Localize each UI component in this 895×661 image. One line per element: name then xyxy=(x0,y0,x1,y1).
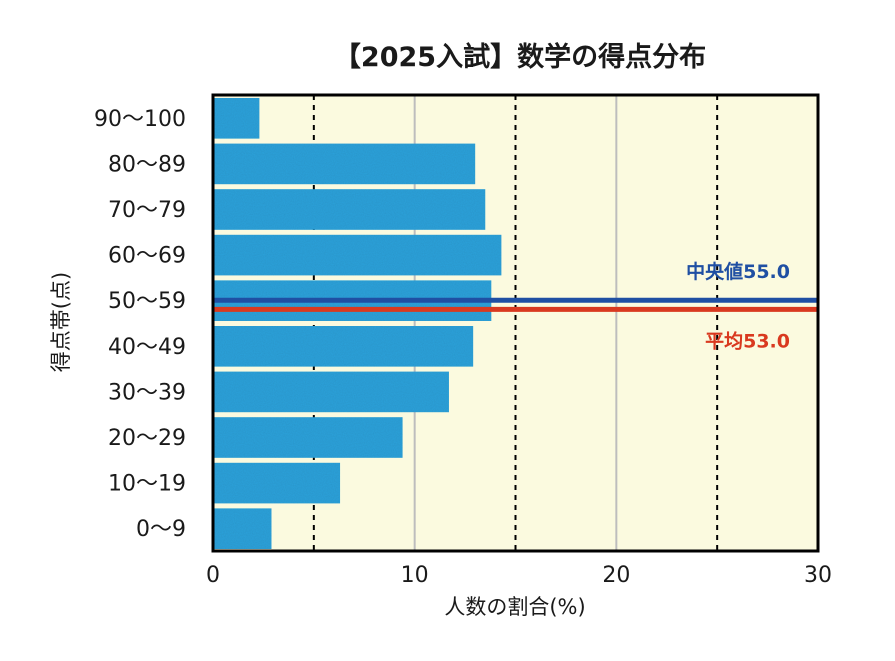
y-tick-label: 0〜9 xyxy=(136,517,186,542)
chart-title: 【2025入試】数学の得点分布 xyxy=(334,41,706,73)
x-tick-label: 0 xyxy=(206,563,220,588)
bar-10 xyxy=(213,508,272,549)
y-tick-label: 40〜49 xyxy=(108,335,186,360)
bar-3 xyxy=(213,189,486,230)
bar-6 xyxy=(213,326,474,367)
y-tick-label: 90〜100 xyxy=(94,107,186,132)
y-tick-label: 60〜69 xyxy=(108,244,186,269)
y-tick-label: 50〜59 xyxy=(108,289,186,314)
bar-2 xyxy=(213,143,476,185)
y-tick-label: 70〜79 xyxy=(108,198,186,223)
x-tick-label: 30 xyxy=(804,563,832,588)
bar-8 xyxy=(213,417,403,458)
y-tick-labels: 90〜100 80〜89 70〜79 60〜69 50〜59 40〜49 30〜39 20〜2… xyxy=(94,107,186,542)
bar-9 xyxy=(213,462,341,504)
bar-7 xyxy=(213,371,449,413)
y-tick-label: 20〜29 xyxy=(108,426,186,451)
y-axis-label: 得点帯(点) xyxy=(49,272,73,372)
reference-label-2: 平均53.0 xyxy=(705,329,790,352)
plot-frame xyxy=(211,93,820,553)
y-tick-label: 30〜39 xyxy=(108,380,186,405)
x-tick-label: 10 xyxy=(401,563,429,588)
reference-lines: 中央値55.0 平均53.0 xyxy=(213,260,818,352)
y-tick-label: 80〜89 xyxy=(108,152,186,177)
y-tick-label: 10〜19 xyxy=(108,472,186,497)
bars xyxy=(213,98,502,549)
x-tick-label: 20 xyxy=(602,563,630,588)
x-tick-labels: 0 10 20 30 xyxy=(206,563,832,588)
reference-label-1: 中央値55.0 xyxy=(686,260,790,283)
bar-1 xyxy=(213,98,260,139)
x-axis-label: 人数の割合(%) xyxy=(444,595,585,619)
bar-4 xyxy=(213,234,502,276)
